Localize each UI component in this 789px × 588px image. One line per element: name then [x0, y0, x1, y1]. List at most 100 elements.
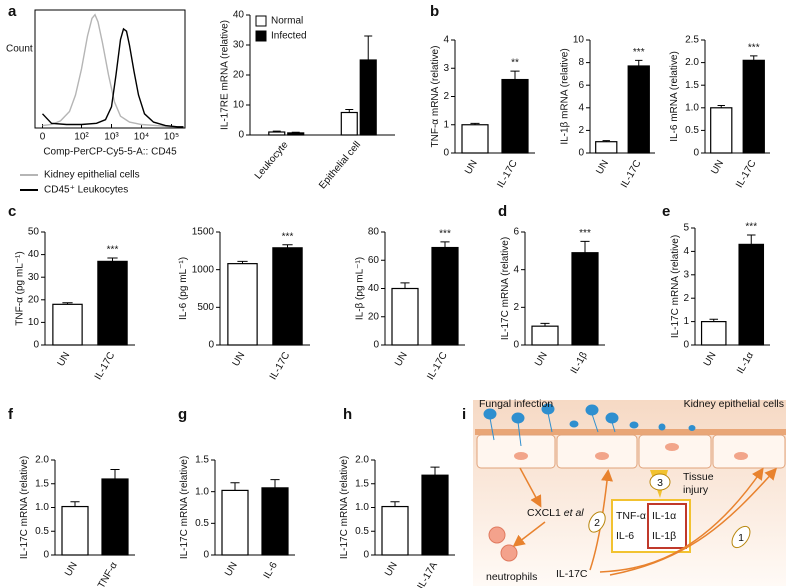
panel-letter: c — [8, 203, 16, 220]
legend-swatch — [255, 15, 267, 27]
y-tick-label: 6 — [578, 80, 584, 91]
y-tick-label: 2.0 — [355, 455, 369, 466]
error-bar — [602, 140, 610, 142]
error-bar — [635, 59, 643, 66]
y-tick-label: 1.5 — [355, 478, 369, 489]
y-tick-label: 30 — [28, 272, 40, 283]
y-tick-label: 1000 — [192, 264, 215, 275]
y-tick-label: 2.5 — [685, 35, 699, 46]
bar — [710, 107, 733, 154]
x-tick-label: UN — [594, 158, 611, 176]
y-tick-label: 1.0 — [35, 502, 49, 513]
y-tick-label: 4 — [578, 102, 584, 113]
y-tick-label: 1.0 — [685, 102, 699, 113]
y-tick-label: 0 — [693, 148, 699, 159]
x-tick-label: UN — [393, 350, 410, 368]
y-axis-title: IL-6 (pg mL⁻¹) — [178, 257, 189, 320]
bar — [571, 252, 599, 346]
significance: *** — [107, 245, 119, 256]
x-tick-label: IL-17A — [416, 560, 440, 588]
y-tick-label: 2.0 — [685, 57, 699, 68]
bar — [700, 321, 727, 346]
significance: *** — [439, 229, 451, 240]
y-tick-label: 1 — [443, 119, 449, 130]
bar — [531, 325, 559, 346]
error-bar — [510, 70, 520, 80]
error-bar — [364, 35, 373, 60]
panel-letter: e — [662, 203, 670, 220]
y-tick-label: 60 — [368, 255, 380, 266]
bar — [359, 59, 377, 136]
diagram-label: Tissue — [683, 471, 714, 483]
step-circle — [649, 473, 671, 491]
y-tick-label: 0 — [208, 340, 214, 351]
legend-label: CD45⁺ Leukocytes — [44, 185, 128, 196]
y-tick-label: 20 — [233, 70, 245, 81]
legend-swatch — [255, 30, 267, 42]
x-tick-label: UN — [533, 350, 550, 368]
error-bar — [282, 244, 293, 248]
bar — [501, 78, 529, 154]
arrows — [512, 467, 778, 576]
error-bar — [540, 322, 550, 327]
y-tick-label: 0.5 — [685, 125, 699, 136]
y-tick-label: 3 — [443, 63, 449, 74]
y-axis-title: IL-17RE mRNA (relative) — [219, 20, 230, 130]
diagram-label: CXCL1 et al — [527, 507, 584, 519]
bar — [340, 111, 358, 136]
error-bar — [270, 479, 280, 488]
cell-surface — [475, 429, 786, 435]
significance: *** — [282, 231, 294, 242]
diagram-label: Fungal infection — [479, 398, 553, 410]
y-tick-label: 2.0 — [35, 455, 49, 466]
cell — [712, 434, 786, 469]
y-tick-label: 4 — [513, 264, 519, 275]
x-tick-label: UN — [709, 158, 726, 176]
diagram-label: injury — [683, 484, 709, 496]
cell — [638, 434, 712, 469]
y-tick-label: 1500 — [192, 227, 215, 238]
bar — [381, 505, 409, 556]
significance: *** — [633, 47, 645, 58]
chemokine: CXCL1 — [527, 507, 561, 519]
nucleus — [665, 443, 679, 451]
x-tick-label: TNF-α — [96, 560, 120, 588]
x-tick-label: UN — [223, 560, 240, 578]
y-tick-label: 0.5 — [195, 518, 209, 529]
x-tick-label: IL-1α — [735, 350, 756, 376]
diagram-label: IL-17C — [556, 568, 588, 580]
cell — [476, 434, 556, 469]
y-tick-label: 20 — [368, 311, 380, 322]
y-tick-label: 40 — [368, 283, 380, 294]
diagram-background — [473, 400, 786, 586]
error-bar — [291, 131, 300, 133]
x-tick-label: UN — [463, 158, 480, 176]
x-tick-label: IL-17C — [93, 350, 118, 381]
y-tick-label: 30 — [233, 40, 245, 51]
bar — [101, 478, 129, 556]
y-axis-title: TNF-α mRNA (relative) — [430, 46, 441, 148]
x-tick-label: 0 — [40, 132, 46, 143]
y-axis-title: Count — [6, 44, 33, 55]
y-tick-label: 40 — [233, 10, 245, 21]
bar — [742, 59, 765, 154]
y-axis-title: IL-17C mRNA (relative) — [670, 235, 681, 338]
y-tick-label: 0 — [683, 340, 689, 351]
error-bar — [272, 130, 281, 132]
y-tick-label: 2 — [578, 125, 584, 136]
legend-label: Infected — [271, 31, 307, 42]
error-bar — [470, 122, 480, 125]
nucleus — [734, 452, 748, 460]
neutrophil — [500, 544, 518, 562]
y-tick-label: 0 — [43, 550, 49, 561]
y-tick-label: 2 — [443, 91, 449, 102]
y-tick-label: 0 — [443, 148, 449, 159]
error-bar — [580, 240, 590, 253]
bar — [627, 65, 650, 154]
cell — [556, 434, 638, 469]
y-tick-label: 0 — [203, 550, 209, 561]
y-axis-title: IL-17C mRNA (relative) — [500, 237, 511, 340]
bar — [261, 487, 289, 556]
significance: *** — [579, 228, 591, 239]
